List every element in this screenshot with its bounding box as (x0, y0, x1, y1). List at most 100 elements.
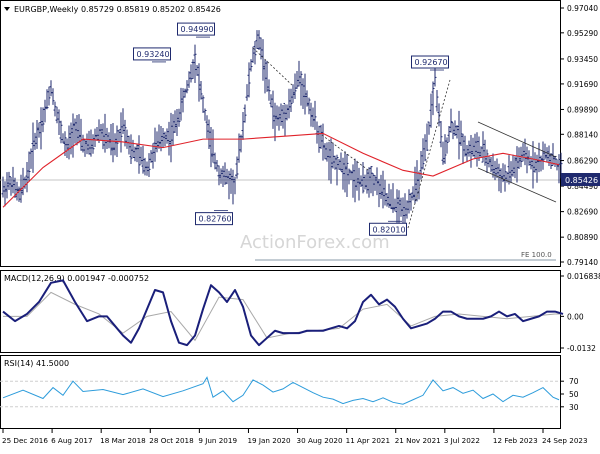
fe-100-label: FE 100.0 (521, 251, 552, 259)
price-annotations: 0.93240 0.94990 0.82760 0.82010 0.92670 (133, 22, 449, 236)
price-bar (313, 100, 317, 130)
price-bar (267, 79, 271, 101)
price-bar (343, 151, 347, 193)
price-bar (247, 62, 251, 98)
price-bar (223, 162, 227, 185)
price-bar (331, 142, 335, 169)
price-bar (117, 129, 121, 143)
price-bar (477, 136, 481, 161)
price-bar (145, 161, 149, 176)
moving-average-line (2, 132, 560, 208)
price-bar (125, 129, 129, 149)
price-bar (423, 134, 427, 162)
rsi-line (2, 376, 560, 405)
rsi-tick-label: 50 (569, 390, 579, 399)
price-bar (373, 175, 377, 191)
rsi-tick-label: 70 (569, 377, 579, 386)
price-bar (347, 168, 351, 185)
price-bar (337, 158, 341, 170)
price-bar (171, 114, 175, 146)
price-bar (195, 64, 199, 76)
price-bar (511, 154, 515, 177)
price-bar (491, 153, 495, 178)
rsi-panel (0, 355, 561, 429)
price-bar (531, 141, 535, 189)
price-bar (83, 139, 87, 157)
price-bar (55, 106, 59, 124)
price-bar (487, 156, 491, 168)
time-tick-label: 9 Jun 2019 (198, 436, 237, 445)
time-tick-label: 3 Jul 2022 (444, 436, 480, 445)
price-bar (465, 144, 469, 163)
macd-y-axis: 0.016838 0.00 -0.0132 (560, 272, 600, 353)
time-x-axis: 25 Dec 2016 6 Aug 2017 18 Mar 2018 28 Oct 2… (2, 429, 588, 445)
price-bar (525, 146, 529, 174)
price-bar (73, 118, 77, 144)
price-bar (323, 143, 327, 160)
price-bar (167, 121, 171, 156)
time-tick-label: 24 Sep 2023 (542, 436, 588, 445)
price-bar (149, 150, 153, 163)
price-bar (483, 139, 487, 166)
price-bar (357, 167, 361, 201)
price-bar (45, 89, 49, 110)
price-bar (329, 138, 333, 184)
macd-series-layer (2, 279, 564, 347)
price-bar (211, 129, 215, 163)
price-bar (57, 109, 61, 135)
price-bar (351, 164, 355, 198)
price-bar (389, 189, 393, 210)
price-bar (407, 189, 411, 214)
price-bar (191, 59, 195, 79)
price-bar (107, 132, 111, 149)
price-bar (25, 161, 29, 193)
price-bar (427, 121, 431, 135)
price-bar (257, 30, 261, 50)
price-bar (185, 80, 189, 94)
price-bar (469, 135, 473, 168)
price-bar (177, 108, 181, 127)
price-bar (485, 149, 489, 174)
price-bar (493, 160, 497, 181)
price-bar (209, 126, 213, 168)
price-bar (447, 126, 451, 142)
price-bar (31, 122, 35, 173)
price-bar (375, 167, 379, 196)
price-bar (471, 137, 475, 157)
price-bar (355, 160, 359, 191)
price-bar (385, 192, 389, 207)
price-bar (103, 113, 107, 153)
price-bar (403, 193, 407, 224)
price-tick-label: 0.89890 (567, 105, 598, 114)
price-bar (51, 88, 55, 105)
price-bar (405, 200, 409, 219)
price-bar (309, 102, 313, 127)
price-bar (489, 156, 493, 173)
price-bar (287, 88, 291, 119)
price-bar (279, 103, 283, 126)
price-bar (253, 41, 257, 65)
price-bar (109, 124, 113, 156)
price-bar (517, 147, 521, 170)
price-bar (393, 198, 397, 212)
price-bar (201, 95, 205, 113)
price-bar (451, 122, 455, 140)
price-bar (181, 88, 185, 113)
dropdown-triangle-icon[interactable] (4, 7, 10, 11)
price-bar (249, 59, 253, 72)
price-bar (129, 134, 133, 164)
price-bar (67, 125, 71, 160)
price-bar (395, 189, 399, 223)
price-bar (449, 108, 453, 133)
price-bar (397, 190, 401, 225)
price-bar (453, 120, 457, 137)
price-bar (91, 134, 95, 154)
price-bar (435, 89, 439, 112)
last-price-value: 0.85426 (565, 176, 598, 185)
time-tick-label: 28 Oct 2018 (149, 436, 194, 445)
price-bar (499, 168, 503, 193)
price-bar (273, 102, 277, 142)
price-bar (533, 152, 537, 173)
price-bar (341, 157, 345, 190)
price-bar (243, 104, 247, 123)
